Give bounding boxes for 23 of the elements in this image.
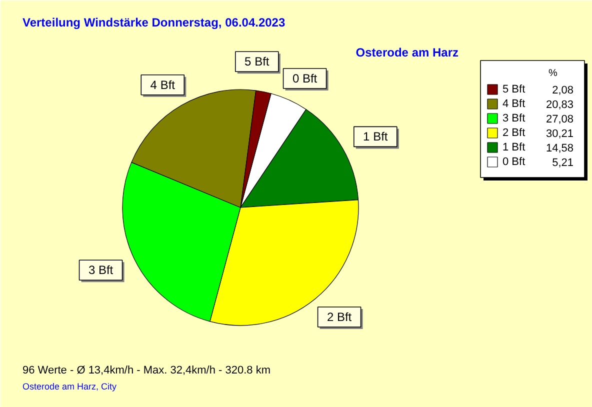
legend-label: 4 Bft xyxy=(502,98,526,110)
legend-label: 5 Bft xyxy=(502,84,526,96)
chart-subtitle: Osterode am Harz xyxy=(356,46,458,60)
data-label: 27,08 xyxy=(546,114,574,126)
legend-title: % xyxy=(548,68,558,79)
slice-label: 1 Bft xyxy=(363,130,388,144)
text: 96 Werte - Ø 13,4km/h - Max. 32,4km/h - 320.8 km xyxy=(22,364,270,376)
legend-label: 2 Bft xyxy=(502,127,526,139)
data-label: 5,21 xyxy=(552,157,574,169)
legend-label: 0 Bft xyxy=(502,156,526,168)
data-label: 2,08 xyxy=(552,84,574,96)
slice-label: 0 Bft xyxy=(292,72,318,86)
slice-label: 4 Bft xyxy=(150,78,176,92)
text: Osterode am Harz, City xyxy=(22,382,118,392)
chart-title: Verteilung Windstärke Donnerstag, 06.04.2023 xyxy=(22,16,286,30)
legend-label: 3 Bft xyxy=(502,112,526,124)
slice-label: 2 Bft xyxy=(326,310,352,324)
slice-label: 5 Bft xyxy=(244,54,270,69)
data-label: 14,58 xyxy=(546,142,574,154)
slice-label: 3 Bft xyxy=(88,263,114,278)
data-label: 20,83 xyxy=(546,99,574,111)
data-label: 30,21 xyxy=(546,128,574,140)
legend-label: 1 Bft xyxy=(502,142,526,154)
